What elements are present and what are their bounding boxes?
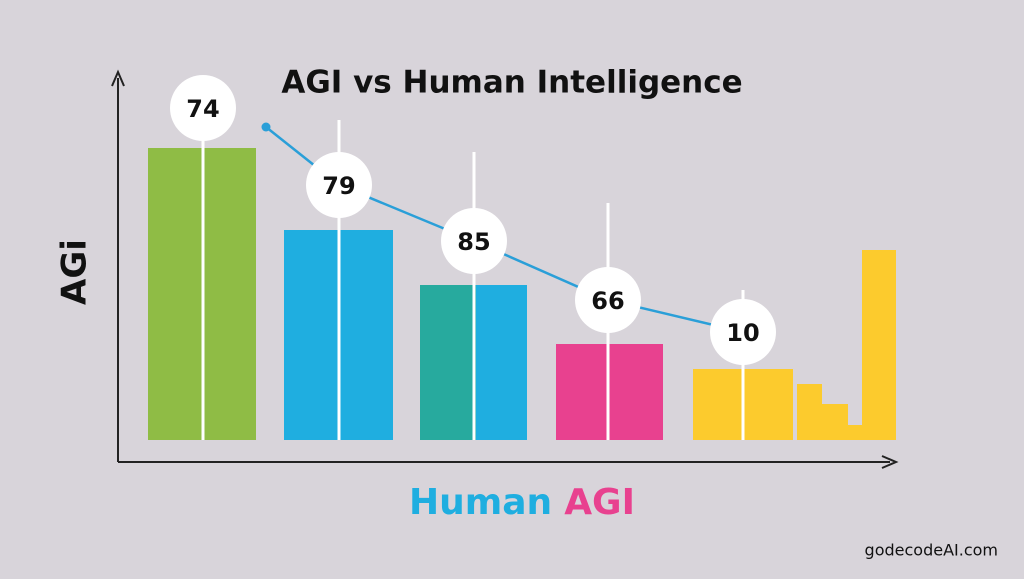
bar bbox=[848, 425, 862, 440]
bar bbox=[797, 384, 822, 440]
badge-label: 10 bbox=[726, 319, 759, 347]
badge-label: 74 bbox=[186, 95, 219, 123]
y-axis-label: AGi bbox=[55, 239, 95, 305]
badge-circle bbox=[306, 152, 372, 218]
badge-circle bbox=[575, 267, 641, 333]
badge: 85 bbox=[441, 208, 507, 274]
badge-circle bbox=[441, 208, 507, 274]
badge-circle bbox=[710, 299, 776, 365]
bar bbox=[862, 250, 896, 440]
x-label-first: Human bbox=[409, 482, 552, 523]
badge-circle bbox=[170, 75, 236, 141]
bar bbox=[476, 285, 527, 440]
bar bbox=[420, 285, 476, 440]
y-axis-arrow bbox=[111, 69, 125, 87]
trend-dot bbox=[261, 122, 271, 132]
badge: 74 bbox=[170, 75, 236, 141]
x-axis-arrow bbox=[881, 455, 899, 469]
bar bbox=[822, 404, 848, 440]
badge: 66 bbox=[575, 267, 641, 333]
x-axis-label: Human AGI bbox=[409, 482, 635, 523]
watermark: godecodeAI.com bbox=[865, 541, 998, 560]
badge: 79 bbox=[306, 152, 372, 218]
title: AGI vs Human Intelligence bbox=[281, 65, 742, 101]
badge-label: 85 bbox=[457, 228, 490, 256]
badge-label: 66 bbox=[591, 287, 624, 315]
badge-label: 79 bbox=[322, 172, 355, 200]
badge: 10 bbox=[710, 299, 776, 365]
x-label-second: AGI bbox=[564, 482, 635, 523]
